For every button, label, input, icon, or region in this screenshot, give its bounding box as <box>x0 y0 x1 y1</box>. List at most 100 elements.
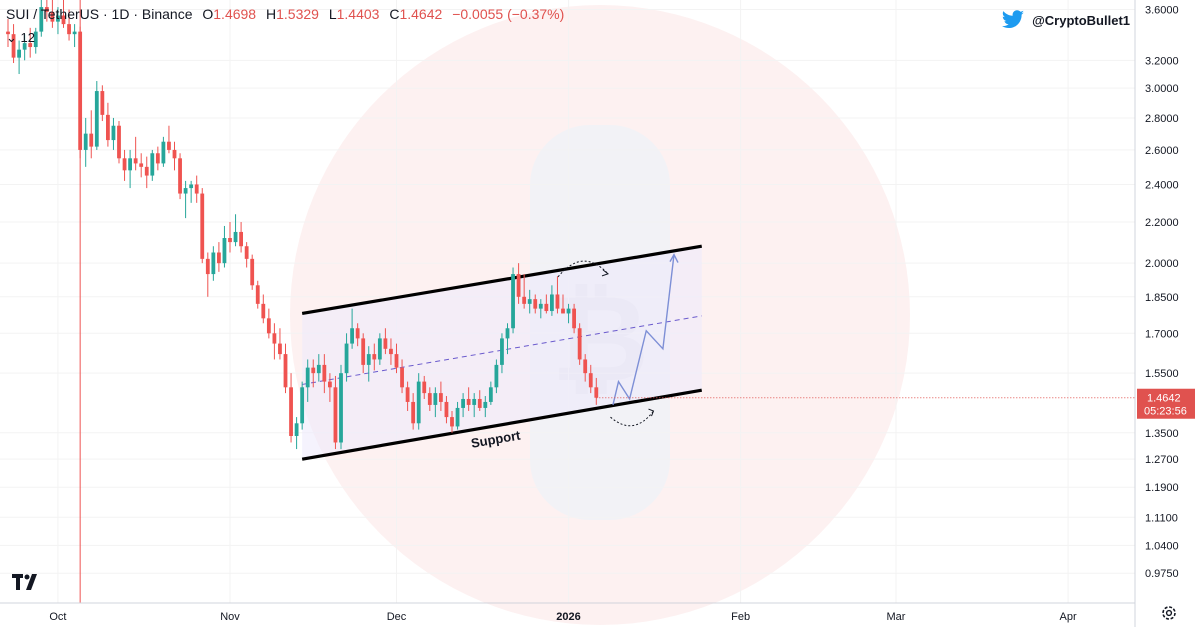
candle <box>394 343 399 374</box>
candle-body <box>394 354 399 368</box>
candle <box>194 175 199 203</box>
candle-body <box>494 364 499 388</box>
candle <box>416 373 421 430</box>
candle-body <box>561 308 565 314</box>
price-tick-label: 1.0400 <box>1145 540 1179 552</box>
candle-body <box>266 318 271 334</box>
candle-body <box>106 114 110 141</box>
price-tag-value: 1.4642 <box>1147 393 1181 405</box>
candle-body <box>161 141 166 164</box>
candle <box>172 141 177 171</box>
candle <box>550 285 554 316</box>
candle <box>183 180 188 219</box>
candle-body <box>472 398 477 405</box>
price-tick-label: 2.8000 <box>1145 113 1179 125</box>
candle <box>544 294 549 314</box>
indicator-toggle[interactable]: ⌄ 12 <box>6 30 35 46</box>
candle-body <box>217 252 221 264</box>
gear-icon[interactable] <box>1160 604 1178 622</box>
low-label: L <box>328 6 337 22</box>
candle-body <box>167 141 171 150</box>
candle <box>522 274 527 309</box>
indicator-count: 12 <box>20 30 35 45</box>
bounce-arrow <box>610 410 654 427</box>
symbol-title[interactable]: SUI / TetherUS · 1D · Binance <box>6 6 193 22</box>
price-tick-label: 2.0000 <box>1145 258 1179 270</box>
candle <box>239 222 243 253</box>
candle <box>94 81 99 150</box>
chevron-down-icon[interactable]: ⌄ <box>6 30 17 45</box>
candle <box>305 359 310 402</box>
candle <box>233 214 238 247</box>
candle <box>333 375 338 450</box>
candle <box>117 121 121 164</box>
candle-body <box>344 343 349 374</box>
candle-body <box>17 49 21 58</box>
candle-body <box>516 274 521 297</box>
candle <box>89 110 94 159</box>
candle <box>422 375 427 399</box>
candle <box>561 294 565 314</box>
time-axis[interactable]: Oct Nov Dec 2026 Feb Mar Apr <box>49 611 1077 623</box>
candle-body <box>366 354 371 365</box>
candle-body <box>372 354 377 360</box>
candle <box>17 40 21 75</box>
candle-body <box>172 149 177 159</box>
price-tag <box>1137 388 1195 419</box>
candle-body <box>450 417 454 427</box>
candle-body <box>183 188 188 194</box>
candle <box>222 225 227 268</box>
candle-body <box>583 359 588 374</box>
candle-body <box>389 348 393 355</box>
candle-body <box>439 393 443 402</box>
tradingview-logo-icon[interactable] <box>12 574 42 590</box>
candle-body <box>444 401 449 418</box>
candle <box>128 149 132 189</box>
candle-body <box>28 43 33 48</box>
time-tick-label: Oct <box>49 611 66 623</box>
candle <box>161 136 166 167</box>
candle <box>322 354 327 394</box>
candle <box>189 180 194 203</box>
upper-trendline <box>301 244 703 316</box>
candle-body <box>228 238 232 243</box>
candle <box>511 267 515 334</box>
candle <box>500 333 504 374</box>
candle-body <box>211 252 216 275</box>
candle-body <box>150 153 155 176</box>
candle <box>483 396 488 418</box>
candle <box>355 323 360 347</box>
candle-body <box>194 184 199 194</box>
price-tick-label: 0.9750 <box>1145 568 1179 580</box>
rejection-arrowhead <box>601 269 610 277</box>
candle-body <box>339 373 343 443</box>
candle-body <box>328 381 332 388</box>
high-value: 1.5329 <box>276 6 319 22</box>
candle <box>250 254 255 290</box>
candle-body <box>278 343 282 355</box>
candle-body <box>350 328 354 344</box>
candle-body <box>427 393 432 405</box>
time-tick-label: Apr <box>1059 611 1076 623</box>
candle-body <box>44 7 49 12</box>
candle <box>28 27 33 58</box>
candle-body <box>22 43 27 50</box>
brand-handle: @CryptoBullet1 <box>1032 12 1130 28</box>
candle-body <box>239 231 243 247</box>
candle <box>555 276 560 314</box>
candle <box>266 308 271 339</box>
candle-body <box>433 393 438 405</box>
grid <box>0 0 1135 603</box>
candle <box>505 323 510 355</box>
candle <box>588 364 593 394</box>
candle-body <box>200 193 205 259</box>
price-tick-label: 1.1100 <box>1145 512 1178 524</box>
candle-body <box>178 158 182 194</box>
candle-body <box>289 387 293 436</box>
price-tag-countdown: 05:23:56 <box>1144 406 1187 418</box>
price-tick-label: 1.5500 <box>1145 368 1179 380</box>
support-trendline <box>301 388 703 461</box>
candle <box>411 393 416 430</box>
